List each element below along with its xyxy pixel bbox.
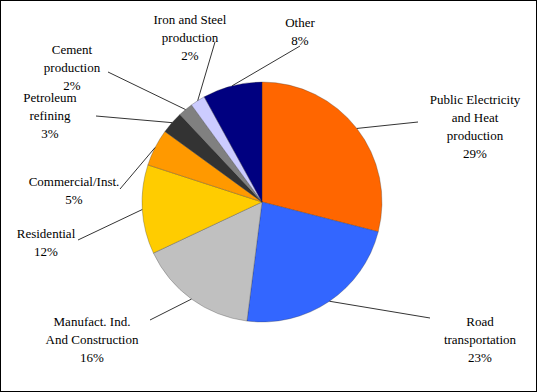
pie-slice xyxy=(204,82,262,202)
leader-line xyxy=(357,122,418,128)
slice-value-label: 2% xyxy=(181,48,199,63)
slice-value-label: 12% xyxy=(34,244,58,259)
slice-label: Manufact. Ind.And Construction xyxy=(46,314,139,347)
leader-line xyxy=(108,72,186,110)
leader-line xyxy=(150,299,191,320)
slice-value-label: 5% xyxy=(65,192,83,207)
leader-line xyxy=(329,301,430,318)
slice-value-label: 29% xyxy=(463,146,487,161)
slice-label: Petroleumrefining xyxy=(23,90,76,123)
slice-label: Roadtransportation xyxy=(444,314,517,347)
leader-line xyxy=(78,210,142,240)
slice-label: Residential xyxy=(17,226,76,241)
chart-frame xyxy=(1,1,537,392)
chart: Public Electricityand Heatproduction 29% R… xyxy=(0,0,537,392)
slice-value-label: 3% xyxy=(41,126,59,141)
slice-value-label: 2% xyxy=(63,78,81,93)
leader-line xyxy=(96,116,172,123)
slice-value-label: 8% xyxy=(291,33,309,48)
pie-slice xyxy=(247,202,378,322)
slice-value-label: 23% xyxy=(468,350,492,365)
slice-label: Iron and Steelproduction xyxy=(154,12,227,45)
slice-label: Cementproduction xyxy=(44,42,101,75)
leader-line xyxy=(198,42,215,101)
slice-label: Commercial/Inst. xyxy=(29,174,120,189)
pie xyxy=(142,82,382,322)
slice-label: Other xyxy=(285,15,315,30)
slice-label: Public Electricityand Heatproduction xyxy=(430,92,521,143)
slice-value-label: 16% xyxy=(80,350,104,365)
leader-line xyxy=(232,46,300,86)
leader-line xyxy=(120,148,155,189)
